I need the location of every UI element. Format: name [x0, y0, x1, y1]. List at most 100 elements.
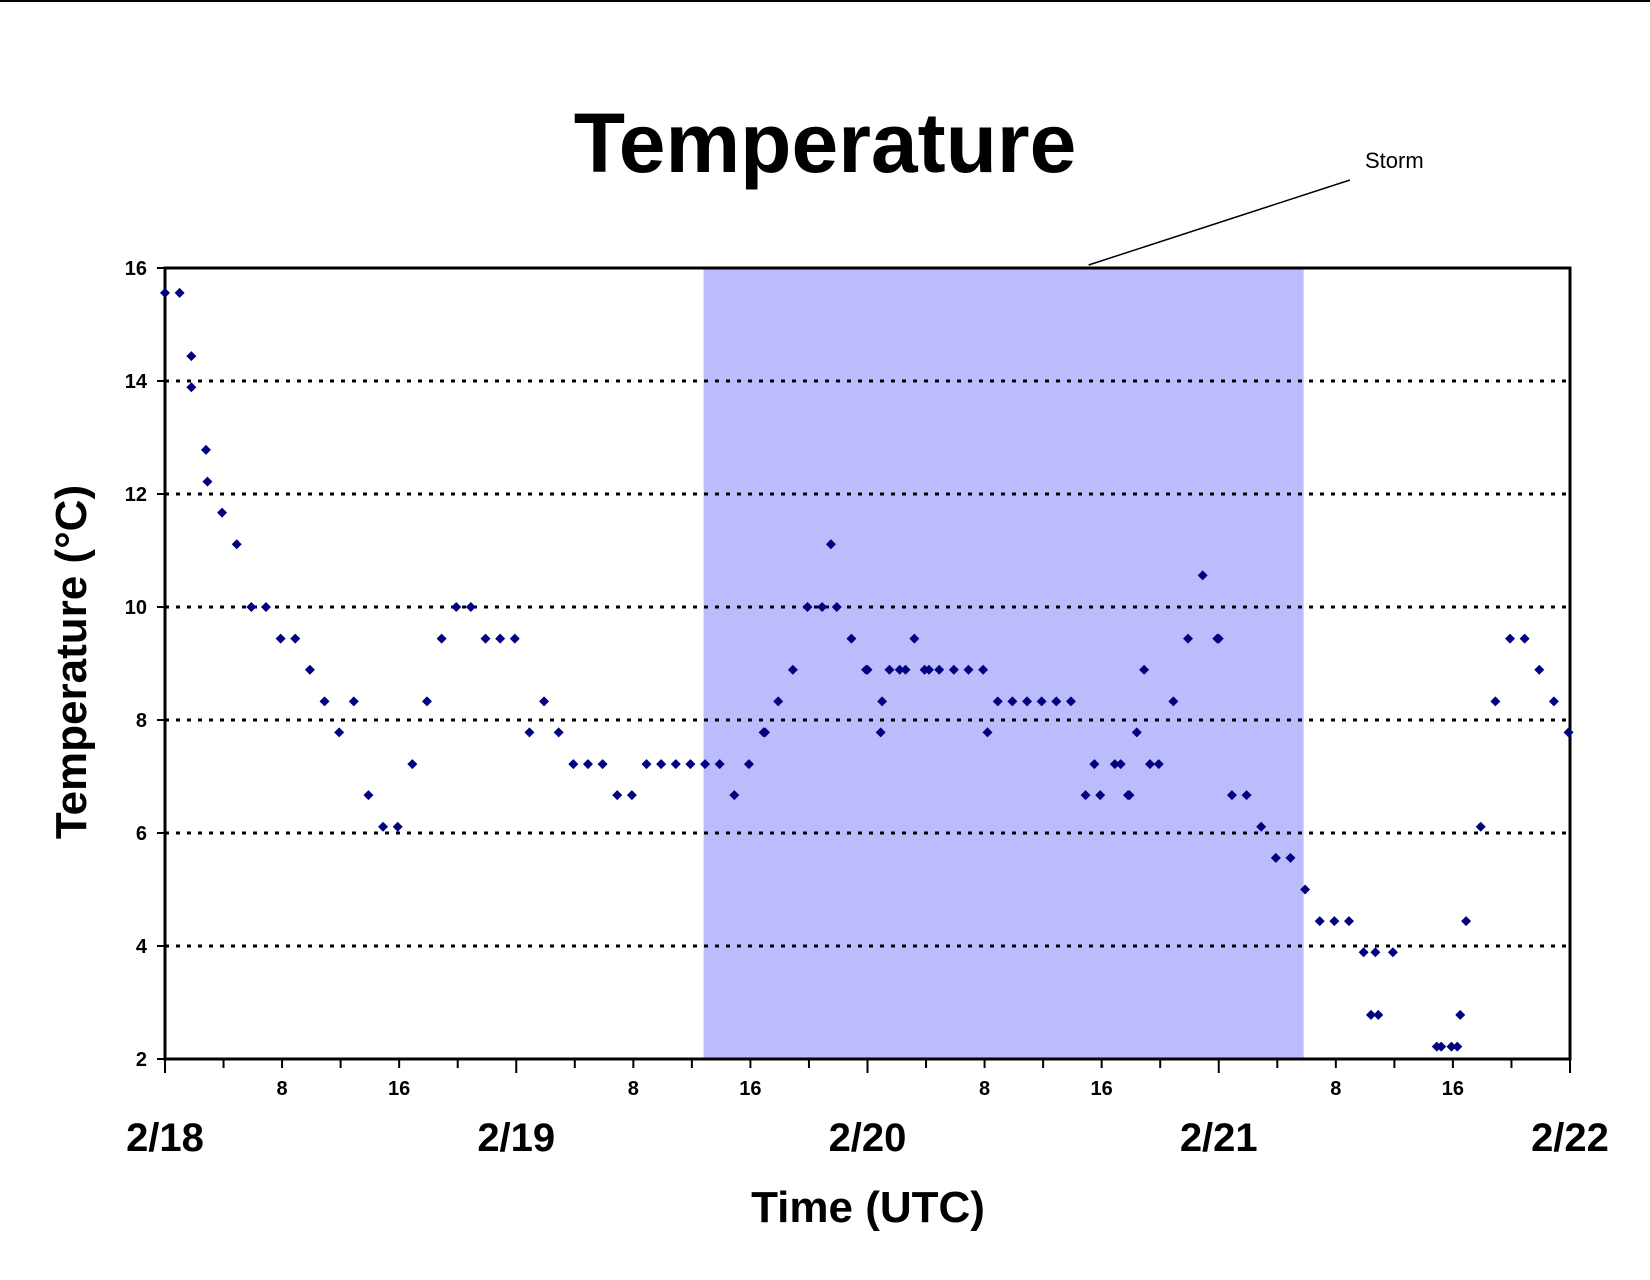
x-date-label: 2/22 [1531, 1116, 1609, 1160]
data-point [160, 287, 170, 298]
data-point [626, 790, 637, 801]
storm-annotation-leader-line [1088, 179, 1351, 266]
x-hour-tick-label: 16 [1442, 1078, 1464, 1100]
data-point [1373, 1009, 1384, 1020]
data-point [1109, 759, 1120, 770]
x-date-label: 2/20 [829, 1116, 907, 1160]
data-point [1051, 696, 1062, 707]
data-point [495, 633, 506, 644]
data-point [1168, 696, 1179, 707]
storm-annotation-label: Storm [1365, 148, 1424, 173]
data-point [363, 790, 374, 801]
data-point [392, 821, 403, 832]
data-point [700, 759, 711, 770]
data-point [1241, 790, 1252, 801]
data-point [714, 759, 725, 770]
data-point [202, 476, 213, 487]
data-point [1436, 1041, 1447, 1052]
data-point [685, 759, 696, 770]
data-point [1548, 696, 1559, 707]
data-point [1387, 947, 1398, 958]
y-tick-label: 6 [136, 823, 147, 845]
data-point [436, 633, 447, 644]
x-hour-tick-label: 8 [628, 1078, 639, 1100]
data-point [729, 790, 740, 801]
data-point [1475, 821, 1486, 832]
data-point [1519, 633, 1530, 644]
x-date-label: 2/19 [477, 1116, 555, 1160]
data-point [1504, 633, 1515, 644]
data-point [862, 664, 873, 675]
data-point [186, 351, 197, 362]
data-point [1153, 759, 1164, 770]
data-point [923, 664, 934, 675]
data-point [825, 539, 836, 550]
data-point [465, 602, 476, 612]
x-hour-tick-label: 16 [388, 1078, 410, 1100]
data-point [1213, 633, 1224, 644]
data-point [1314, 916, 1325, 927]
data-point [1344, 916, 1355, 927]
data-point [894, 664, 905, 675]
data-point [1455, 1009, 1466, 1020]
data-point [1256, 821, 1267, 832]
data-point [1022, 696, 1033, 707]
data-point [612, 790, 623, 801]
data-point [875, 727, 886, 738]
data-point [884, 664, 895, 675]
data-point [1226, 790, 1237, 801]
x-date-label: 2/18 [126, 1116, 204, 1160]
data-point [1270, 852, 1281, 863]
x-axis-label: Time (UTC) [751, 1183, 985, 1232]
data-point [260, 602, 271, 612]
x-hour-tick-label: 16 [1091, 1078, 1113, 1100]
data-point [1534, 664, 1545, 675]
data-point [982, 727, 993, 738]
data-point [1007, 696, 1018, 707]
data-point [217, 507, 228, 518]
data-point [641, 759, 652, 770]
data-point [1358, 947, 1369, 958]
data-point [304, 664, 315, 675]
annotations: Storm [1088, 148, 1424, 266]
y-tick-label: 14 [125, 371, 148, 393]
data-point [900, 664, 911, 675]
y-axis-label: Temperature (°C) [47, 485, 96, 839]
data-point [1370, 947, 1381, 958]
data-point [1115, 759, 1126, 770]
data-point [553, 727, 564, 738]
data-point [787, 664, 798, 675]
data-point [1490, 696, 1501, 707]
data-point [1124, 790, 1135, 801]
data-points [160, 287, 1574, 1052]
x-hour-tick-label: 8 [277, 1078, 288, 1100]
data-point [480, 633, 491, 644]
data-point [656, 759, 667, 770]
storm-region-layer [703, 268, 1304, 1059]
data-point [1144, 759, 1155, 770]
x-date-label: 2/21 [1180, 1116, 1258, 1160]
data-point [421, 696, 432, 707]
data-point [509, 633, 520, 644]
data-point [978, 664, 989, 675]
data-point [846, 633, 857, 644]
data-point [934, 664, 945, 675]
x-hour-tick-label: 16 [739, 1078, 761, 1100]
data-point [407, 759, 418, 770]
data-point [348, 696, 359, 707]
data-point [1139, 664, 1150, 675]
data-point [909, 633, 920, 644]
data-point [186, 382, 197, 393]
data-point [802, 602, 813, 612]
data-point [1285, 852, 1296, 863]
data-point [992, 696, 1003, 707]
data-point [831, 602, 842, 612]
data-point [877, 696, 888, 707]
data-point [524, 727, 535, 738]
data-point [1065, 696, 1076, 707]
data-point [174, 287, 185, 298]
data-point [231, 539, 242, 550]
y-tick-label: 8 [136, 710, 147, 732]
